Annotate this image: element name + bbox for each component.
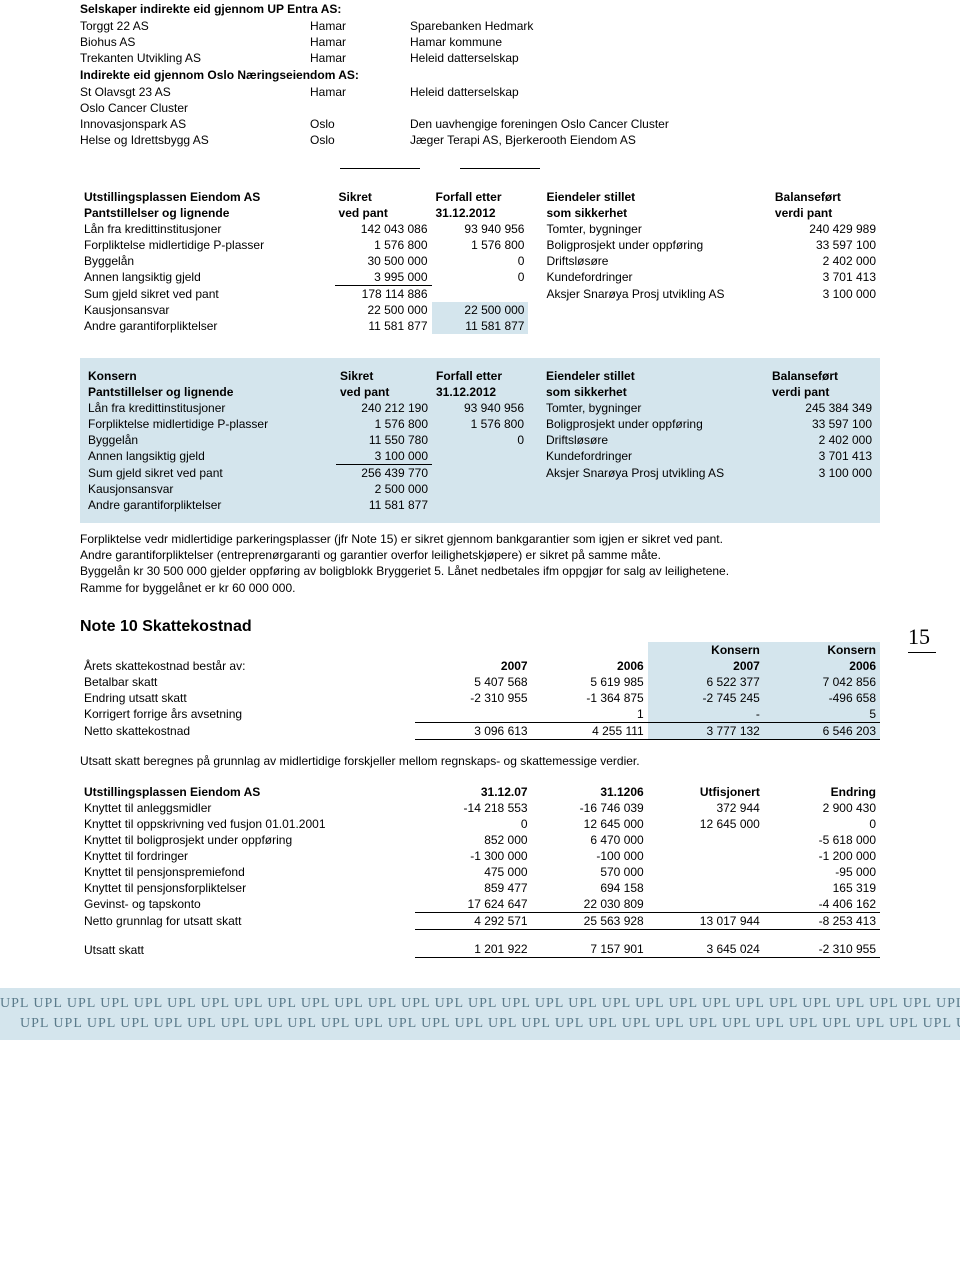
table-row: Forpliktelse midlertidige P-plasser1 576… (84, 416, 876, 432)
table-row: Knyttet til pensjonsforpliktelser859 477… (80, 880, 880, 896)
table-row: Lån fra kredittinstitusjoner142 043 0869… (80, 221, 880, 237)
table-row: Byggelån11 550 7800Driftsløsøre2 402 000 (84, 432, 876, 448)
note-10-title: Note 10 Skattekostnad (80, 618, 880, 636)
table-row: Annen langsiktig gjeld3 995 0000Kundefor… (80, 269, 880, 286)
table-row: Kausjonsansvar22 500 00022 500 000 (80, 302, 880, 318)
utsatt-note: Utsatt skatt beregnes på grunnlag av mid… (80, 754, 880, 768)
companies-header-1: Selskaper indirekte eid gjennom UP Entra… (80, 2, 880, 16)
table-row: Forpliktelse midlertidige P-plasser1 576… (80, 237, 880, 253)
pant-section-konsern: Konsern Sikret Forfall etter Eiendeler s… (80, 358, 880, 523)
table-row: Knyttet til anleggsmidler-14 218 553-16 … (80, 800, 880, 816)
utsatt-table: Utstillingsplassen Eiendom AS 31.12.07 3… (80, 784, 880, 959)
page-number: 15 (908, 624, 936, 653)
table-row: Annen langsiktig gjeld3 100 000Kundeford… (84, 448, 876, 465)
table-row: Knyttet til pensjonspremiefond475 000570… (80, 864, 880, 880)
notes-block: Forpliktelse vedr midlertidige parkering… (80, 531, 880, 596)
table-row: Andre garantiforpliktelser11 581 877 (84, 497, 876, 513)
pant-section-1: Utstillingsplassen Eiendom AS Sikret For… (80, 189, 880, 334)
table-row: Knyttet til oppskrivning ved fusjon 01.0… (80, 816, 880, 832)
table-row: Byggelån30 500 0000Driftsløsøre2 402 000 (80, 253, 880, 269)
companies-table-1: Torggt 22 ASHamarSparebanken Hedmark Bio… (80, 18, 880, 66)
table-row: Andre garantiforpliktelser11 581 87711 5… (80, 318, 880, 334)
table-row: Gevinst- og tapskonto17 624 64722 030 80… (80, 896, 880, 913)
table-row: Betalbar skatt5 407 5685 619 9856 522 37… (80, 674, 880, 690)
companies-header-2: Indirekte eid gjennom Oslo Næringseiendo… (80, 68, 880, 82)
table-row: Knyttet til fordringer-1 300 000-100 000… (80, 848, 880, 864)
divider-lines (340, 168, 880, 169)
table-row: Lån fra kredittinstitusjoner240 212 1909… (84, 400, 876, 416)
table-row: Korrigert forrige års avsetning1-5 (80, 706, 880, 723)
table-row: Netto skattekostnad3 096 6134 255 1113 7… (80, 722, 880, 739)
footer-strip: UPL UPL UPL UPL UPL UPL UPL UPL UPL UPL … (0, 988, 960, 1040)
table-row: Netto grunnlag for utsatt skatt4 292 571… (80, 912, 880, 929)
table-row: Sum gjeld sikret ved pant178 114 886Aksj… (80, 286, 880, 303)
companies-section: Selskaper indirekte eid gjennom UP Entra… (80, 2, 880, 148)
table-row: Endring utsatt skatt-2 310 955-1 364 875… (80, 690, 880, 706)
table-row: Sum gjeld sikret ved pant256 439 770Aksj… (84, 465, 876, 482)
table-row: Kausjonsansvar2 500 000 (84, 481, 876, 497)
companies-table-2: St Olavsgt 23 ASHamarHeleid datterselska… (80, 84, 880, 148)
tax-table: Konsern Konsern Årets skattekostnad best… (80, 642, 880, 740)
table-row: Knyttet til boligprosjekt under oppførin… (80, 832, 880, 848)
